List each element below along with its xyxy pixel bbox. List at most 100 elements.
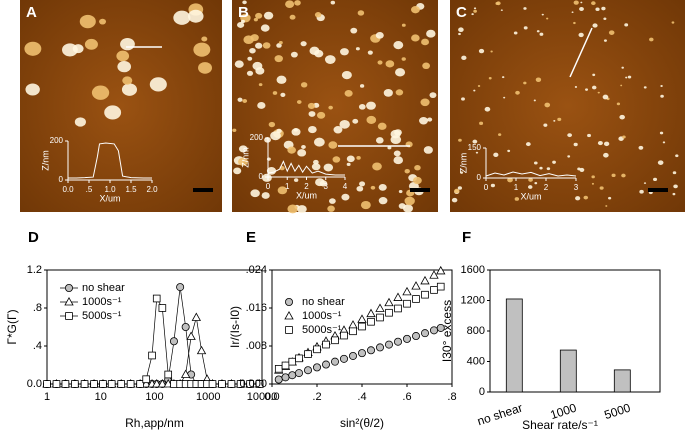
x-tick-label: 4 <box>343 182 348 191</box>
particle <box>528 177 533 182</box>
marker <box>421 290 429 299</box>
particle <box>484 106 491 112</box>
particle <box>624 23 629 27</box>
marker <box>288 357 297 366</box>
marker <box>403 299 411 308</box>
marker <box>218 380 226 388</box>
x-tick-label: .8 <box>447 391 456 403</box>
particle <box>662 141 666 144</box>
particle <box>429 92 437 99</box>
marker <box>157 378 168 388</box>
marker <box>375 303 385 312</box>
particle <box>332 156 341 163</box>
marker <box>71 380 79 388</box>
particle <box>513 31 518 35</box>
marker <box>357 314 367 323</box>
x-tick-label: 1 <box>514 183 519 192</box>
x-axis-label: sin²(θ/2) <box>340 416 384 430</box>
x-tick-label: 3 <box>324 182 329 191</box>
particle <box>289 14 296 20</box>
particle <box>307 102 316 109</box>
particle <box>173 10 191 25</box>
particle <box>523 81 527 85</box>
particle <box>237 97 243 102</box>
marker <box>181 322 190 331</box>
particle <box>597 91 600 94</box>
panel-label: B <box>238 4 249 21</box>
particle <box>238 145 248 153</box>
particle <box>675 154 679 158</box>
particle <box>580 1 583 4</box>
particle <box>272 91 278 95</box>
particle <box>367 50 373 55</box>
marker <box>288 371 297 380</box>
marker <box>429 270 439 279</box>
marker <box>436 265 446 275</box>
marker <box>339 354 348 363</box>
x-tick-label: 0 <box>266 182 271 191</box>
particle <box>639 189 644 194</box>
particle <box>355 47 360 51</box>
particle <box>250 189 260 198</box>
particle <box>423 146 433 154</box>
particle <box>395 89 404 96</box>
particle <box>420 98 430 107</box>
marker <box>43 380 51 388</box>
marker <box>191 312 202 321</box>
particle <box>262 42 271 49</box>
marker <box>384 340 393 349</box>
particle <box>340 48 349 56</box>
x-tick-label: 1000 <box>196 391 220 403</box>
particle <box>24 41 42 56</box>
particle <box>250 34 259 42</box>
particle <box>567 155 571 158</box>
particle <box>122 76 133 85</box>
particle <box>660 84 663 88</box>
chart: 0.000 .008 .016 .024 0.0 .2 .4 .6 .8 sin²(θ/2) Ir/… <box>228 264 456 430</box>
particle <box>270 131 281 141</box>
particle <box>261 192 270 199</box>
y-axis-label: Z/nm <box>240 147 250 168</box>
particle <box>603 141 610 147</box>
particle <box>395 68 406 77</box>
marker <box>402 286 412 296</box>
particle <box>603 39 607 42</box>
particle <box>372 162 382 171</box>
particle <box>316 111 326 119</box>
particle <box>473 9 477 13</box>
particle <box>378 197 388 205</box>
particle <box>359 84 365 88</box>
x-tick-label: 0 <box>484 183 489 192</box>
particle <box>591 182 595 185</box>
marker <box>366 346 375 355</box>
particle <box>280 92 286 97</box>
particle <box>393 156 403 165</box>
particle <box>309 46 320 55</box>
particle <box>370 185 376 190</box>
particle <box>255 42 263 49</box>
particle <box>458 138 462 142</box>
marker <box>148 351 156 360</box>
particle <box>653 177 658 182</box>
particle <box>328 141 338 149</box>
panel-label: E <box>246 229 256 246</box>
particle <box>344 90 353 97</box>
x-tick-label: 0.0 <box>62 185 74 194</box>
particle <box>592 73 596 77</box>
particle <box>672 192 676 196</box>
particle <box>359 181 366 187</box>
particle <box>401 57 406 61</box>
particle <box>579 167 585 172</box>
particle <box>121 83 138 96</box>
particle <box>323 163 334 172</box>
marker <box>176 283 185 292</box>
marker <box>411 332 420 341</box>
particle <box>333 126 343 134</box>
chart: 0 200 0 1 2 3 4 X/um Z/nm <box>240 133 347 200</box>
marker <box>117 380 125 388</box>
particle <box>573 0 579 5</box>
particle <box>276 43 282 48</box>
particle <box>308 125 317 134</box>
marker <box>152 378 162 388</box>
particle <box>625 76 628 79</box>
